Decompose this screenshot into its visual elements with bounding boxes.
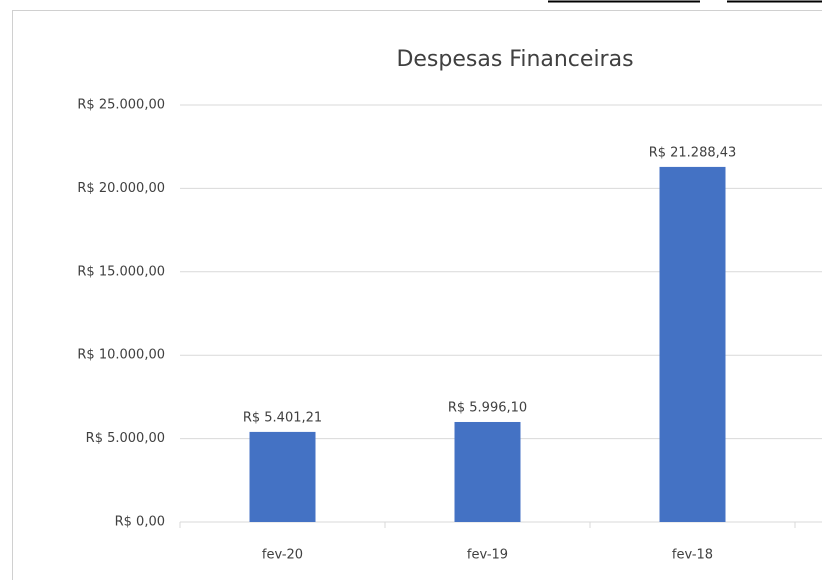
y-tick-label: R$ 25.000,00: [77, 98, 165, 113]
bar: [454, 421, 521, 522]
y-tick-label: R$ 5.000,00: [86, 431, 165, 446]
y-tick-label: R$ 0,00: [115, 515, 165, 530]
bar: [249, 431, 316, 522]
x-tick-label: fev-18: [672, 548, 713, 563]
y-tick-label: R$ 15.000,00: [77, 264, 165, 279]
y-tick-label: R$ 10.000,00: [77, 348, 165, 363]
x-tick-label: fev-20: [262, 548, 303, 563]
data-label: R$ 21.288,43: [649, 145, 737, 160]
chart-title: Despesas Financeiras: [396, 47, 633, 72]
bar: [659, 166, 726, 522]
data-label: R$ 5.996,10: [448, 400, 527, 415]
x-tick-label: fev-19: [467, 548, 508, 563]
data-label: R$ 5.401,21: [243, 410, 322, 425]
y-tick-label: R$ 20.000,00: [77, 181, 165, 196]
